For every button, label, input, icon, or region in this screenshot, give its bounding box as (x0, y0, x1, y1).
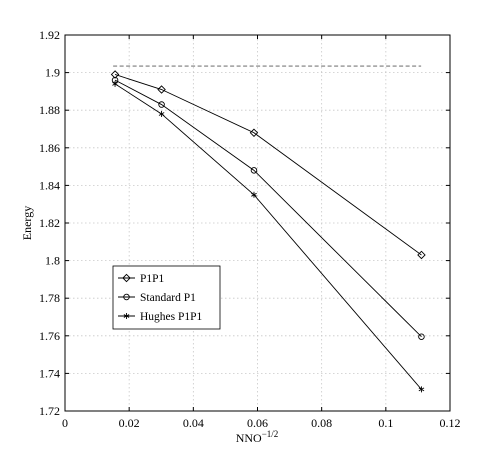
x-axis-label-main: NNO (236, 431, 262, 445)
y-tick-label: 1.78 (39, 291, 60, 305)
legend-label: P1P1 (140, 273, 165, 285)
x-tick-label: 0 (62, 416, 68, 430)
y-tick-label: 1.82 (39, 216, 60, 230)
legend-box (112, 265, 221, 330)
x-tick-label: 0.08 (311, 416, 332, 430)
legend-label: Hughes P1P1 (140, 311, 203, 323)
circle-marker (418, 333, 425, 340)
diamond-marker (122, 273, 131, 283)
star-marker-stroke (123, 314, 130, 318)
x-axis-label-exponent: −1/2 (262, 429, 279, 439)
star-marker-stroke (418, 387, 425, 392)
series-layer (110, 70, 426, 393)
y-tick-label: 1.74 (39, 366, 60, 380)
circle-marker (123, 293, 130, 301)
x-tick-label: 0.02 (119, 416, 140, 430)
y-tick-label: 1.92 (39, 28, 60, 42)
y-tick-label: 1.86 (39, 141, 60, 155)
diamond-marker (110, 70, 120, 79)
y-axis-label: Energy (20, 206, 34, 240)
star-marker (123, 313, 130, 319)
circle-marker (250, 167, 258, 174)
star-marker (112, 80, 118, 87)
series-line (114, 83, 422, 390)
diamond-marker (417, 250, 426, 260)
y-tick-label: 1.72 (39, 404, 60, 418)
series-p1p1 (110, 70, 426, 260)
circle-marker (158, 101, 165, 108)
diamond-marker (249, 128, 259, 137)
x-tick-label: 0.12 (440, 416, 461, 430)
x-tick-label: 0.06 (247, 416, 268, 430)
x-tick-label: 0.1 (378, 416, 393, 430)
legend-entry: Standard P1 (118, 292, 196, 304)
star-marker-stroke (251, 192, 257, 197)
y-tick-label: 1.84 (39, 178, 60, 192)
legend-entry: Hughes P1P1 (118, 311, 203, 323)
star-marker-stroke (112, 81, 118, 86)
x-axis-label: NNO−1/2 (236, 429, 279, 445)
star-marker (418, 386, 425, 393)
star-marker-stroke (158, 112, 165, 116)
axis-ticks: 0 0.02 0.04 0.06 0.08 0.1 0.12 1.72 1.74 1.76 1.78… (39, 28, 461, 430)
series-hughes-p1p1 (112, 80, 425, 393)
y-tick-label: 1.9 (45, 66, 60, 80)
legend: P1P1 Standard P1 Hughes P1P1 (112, 265, 221, 330)
legend-entry: P1P1 (118, 273, 165, 285)
x-tick-label: 0.04 (183, 416, 204, 430)
diamond-marker (157, 85, 166, 94)
y-tick-label: 1.88 (39, 103, 60, 117)
y-tick-label: 1.76 (39, 329, 60, 343)
series-standard-p1 (111, 76, 425, 340)
series-line (114, 74, 422, 256)
y-tick-label: 1.8 (45, 254, 60, 268)
star-marker (251, 191, 257, 198)
series-line (114, 79, 422, 338)
legend-label: Standard P1 (140, 292, 196, 304)
star-marker (158, 110, 165, 117)
